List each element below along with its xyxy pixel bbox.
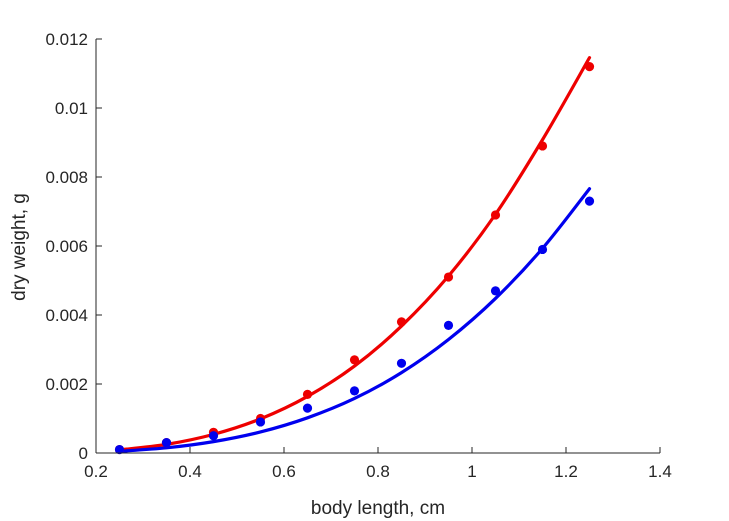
data-point-series-1	[490, 210, 501, 220]
data-points	[114, 62, 595, 455]
data-point-series-1	[537, 141, 548, 151]
x-tick-label: 1.2	[554, 462, 578, 481]
data-point-series-2	[349, 386, 360, 396]
data-point-series-2	[490, 286, 501, 296]
data-point-series-1	[584, 62, 595, 72]
data-point-series-2	[161, 438, 172, 448]
tick-labels: 0.2 0.4 0.6 0.8 1 1.2 1.4 0 0.002 0.004 0.006 0.008…	[45, 30, 671, 481]
data-point-series-2	[302, 403, 313, 413]
x-tick-label: 0.8	[366, 462, 390, 481]
x-tick-label: 0.6	[272, 462, 296, 481]
data-point-series-1	[396, 317, 407, 327]
data-point-series-2	[255, 417, 266, 427]
data-point-series-1	[443, 272, 454, 282]
data-point-series-2	[208, 431, 219, 441]
y-tick-label: 0	[79, 444, 88, 463]
fit-lines	[117, 56, 592, 453]
data-point-series-2	[443, 320, 454, 330]
data-point-series-2	[537, 244, 548, 255]
y-tick-label: 0.012	[45, 30, 88, 49]
x-tick-label: 1.4	[648, 462, 672, 481]
y-tick-label: 0.008	[45, 168, 88, 187]
fit-line-series-2	[117, 187, 592, 453]
y-tick-label: 0.006	[45, 237, 88, 256]
x-axis-label: body length, cm	[311, 498, 445, 519]
x-tick-label: 0.4	[178, 462, 202, 481]
x-tick-label: 0.2	[84, 462, 108, 481]
y-tick-label: 0.002	[45, 375, 88, 394]
y-axis-label: dry weight, g	[9, 193, 30, 301]
data-point-series-2	[584, 196, 595, 206]
y-tick-label: 0.004	[45, 306, 88, 325]
fit-line-series-1	[117, 56, 592, 452]
axes	[95, 38, 661, 454]
data-point-series-1	[349, 355, 360, 365]
x-tick-label: 1	[467, 462, 476, 481]
y-tick-label: 0.01	[55, 99, 88, 118]
data-point-series-2	[396, 358, 407, 368]
data-point-series-2	[114, 444, 125, 455]
data-point-series-1	[302, 389, 313, 399]
